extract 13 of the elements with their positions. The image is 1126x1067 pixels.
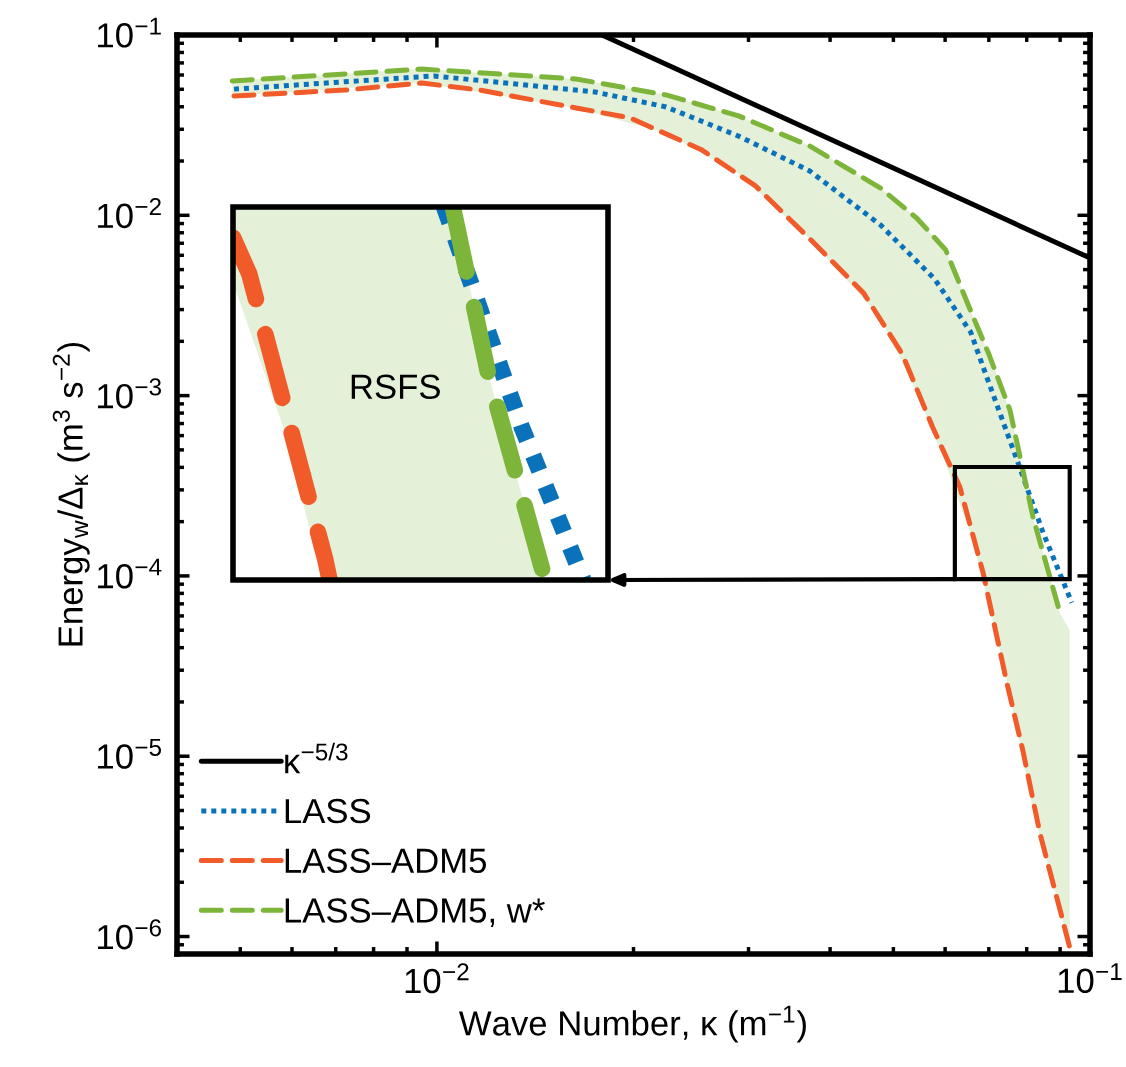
annotation: RSFS xyxy=(351,374,440,400)
text: Energy$_{w}$/Δ$_{κ}$ (m$^{3}$ s$^{−2}$) xyxy=(52,343,90,646)
legend-label: LASS–ADM5, w* xyxy=(285,898,545,927)
x-axis-title: Wave Number, κ (m$^{−1}$) xyxy=(459,1005,806,1043)
legend-label: κ$^{−5/3}$ xyxy=(285,742,348,774)
legend-label: LASS–ADM5 xyxy=(285,848,487,874)
legend-label: LASS xyxy=(285,798,371,824)
y-tick-label: 10$^{−6}$ xyxy=(98,919,161,950)
y-tick-label: 10$^{−1}$ xyxy=(98,17,161,48)
y-tick-label: 10$^{−4}$ xyxy=(98,558,162,589)
y-tick-label: 10$^{−5}$ xyxy=(98,738,162,769)
y-tick-label: 10$^{−3}$ xyxy=(98,378,161,409)
y-tick-label: 10$^{−2}$ xyxy=(98,198,161,229)
